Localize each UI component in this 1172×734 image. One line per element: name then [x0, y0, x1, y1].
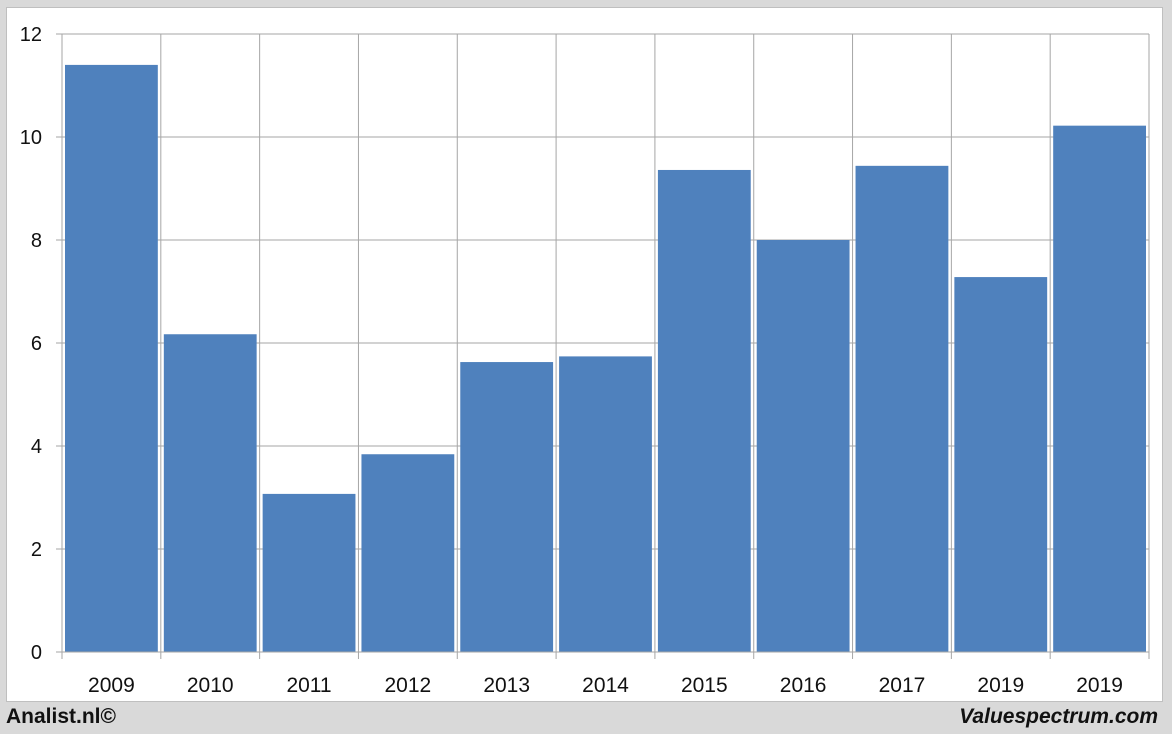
y-tick-label: 0: [31, 642, 42, 664]
x-tick-label: 2013: [483, 674, 530, 697]
bar-2017-8: [855, 165, 949, 652]
bar-2010-1: [163, 334, 257, 652]
source-credit-left: Analist.nl©: [6, 705, 116, 728]
bar-2009-0: [65, 64, 158, 652]
bar-2016-7: [756, 240, 850, 652]
x-tick-label: 2015: [681, 674, 728, 697]
x-tick-label: 2019: [1076, 674, 1123, 697]
bar-2014-5: [559, 356, 652, 652]
y-tick-label: 6: [31, 333, 42, 355]
bar-2012-3: [361, 454, 455, 652]
axes: [56, 33, 1150, 659]
y-tick-label: 8: [31, 230, 42, 252]
x-tick-label: 2009: [88, 674, 135, 697]
bar-2013-4: [460, 362, 554, 652]
y-tick-label: 10: [20, 127, 42, 149]
x-tick-label: 2014: [582, 674, 629, 697]
y-tick-label: 12: [20, 24, 42, 46]
bars: [65, 64, 1146, 653]
x-tick-label: 2019: [977, 674, 1024, 697]
bar-2019-9: [954, 277, 1048, 652]
y-tick-labels: 0 2 4 6 8 10 12: [20, 24, 42, 664]
source-credit-right: Valuespectrum.com: [959, 705, 1158, 728]
x-tick-label: 2017: [879, 674, 926, 697]
bar-2015-6: [657, 169, 751, 652]
x-tick-label: 2010: [187, 674, 234, 697]
x-tick-label: 2016: [780, 674, 827, 697]
x-tick-label: 2012: [385, 674, 432, 697]
bar-2019-10: [1053, 125, 1146, 653]
y-tick-label: 2: [31, 539, 42, 561]
x-tick-labels: 2009 2010 2011 2012 2013 2014 2015 2016 2017 2019…: [88, 674, 1123, 697]
y-tick-label: 4: [31, 436, 42, 458]
bar-2011-2: [262, 493, 356, 652]
x-tick-label: 2011: [286, 674, 331, 697]
